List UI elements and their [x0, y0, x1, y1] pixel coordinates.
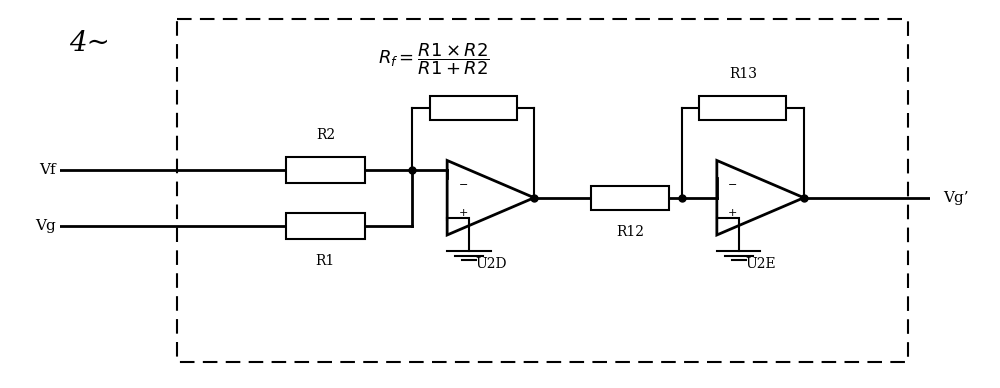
Text: $R_f = \dfrac{R1 \times R2}{R1 + R2}$: $R_f = \dfrac{R1 \times R2}{R1 + R2}$ — [378, 41, 490, 77]
Text: $-$: $-$ — [458, 178, 468, 188]
Text: Vg: Vg — [35, 219, 56, 233]
Bar — [286, 157, 364, 183]
Text: $-$: $-$ — [727, 178, 737, 188]
Text: 4~: 4~ — [69, 30, 110, 57]
Text: R1: R1 — [316, 254, 335, 268]
Bar — [699, 96, 786, 120]
Text: U2E: U2E — [745, 257, 776, 271]
Bar — [430, 96, 517, 120]
Text: $+$: $+$ — [458, 207, 468, 218]
Text: R2: R2 — [316, 128, 335, 142]
Text: Vf: Vf — [39, 163, 56, 177]
Text: Vg’: Vg’ — [943, 191, 969, 205]
Bar — [286, 213, 364, 239]
Text: R12: R12 — [616, 225, 644, 239]
Bar — [591, 185, 669, 210]
Text: $+$: $+$ — [727, 207, 737, 218]
Text: R13: R13 — [729, 68, 757, 81]
Text: U2D: U2D — [475, 257, 506, 271]
